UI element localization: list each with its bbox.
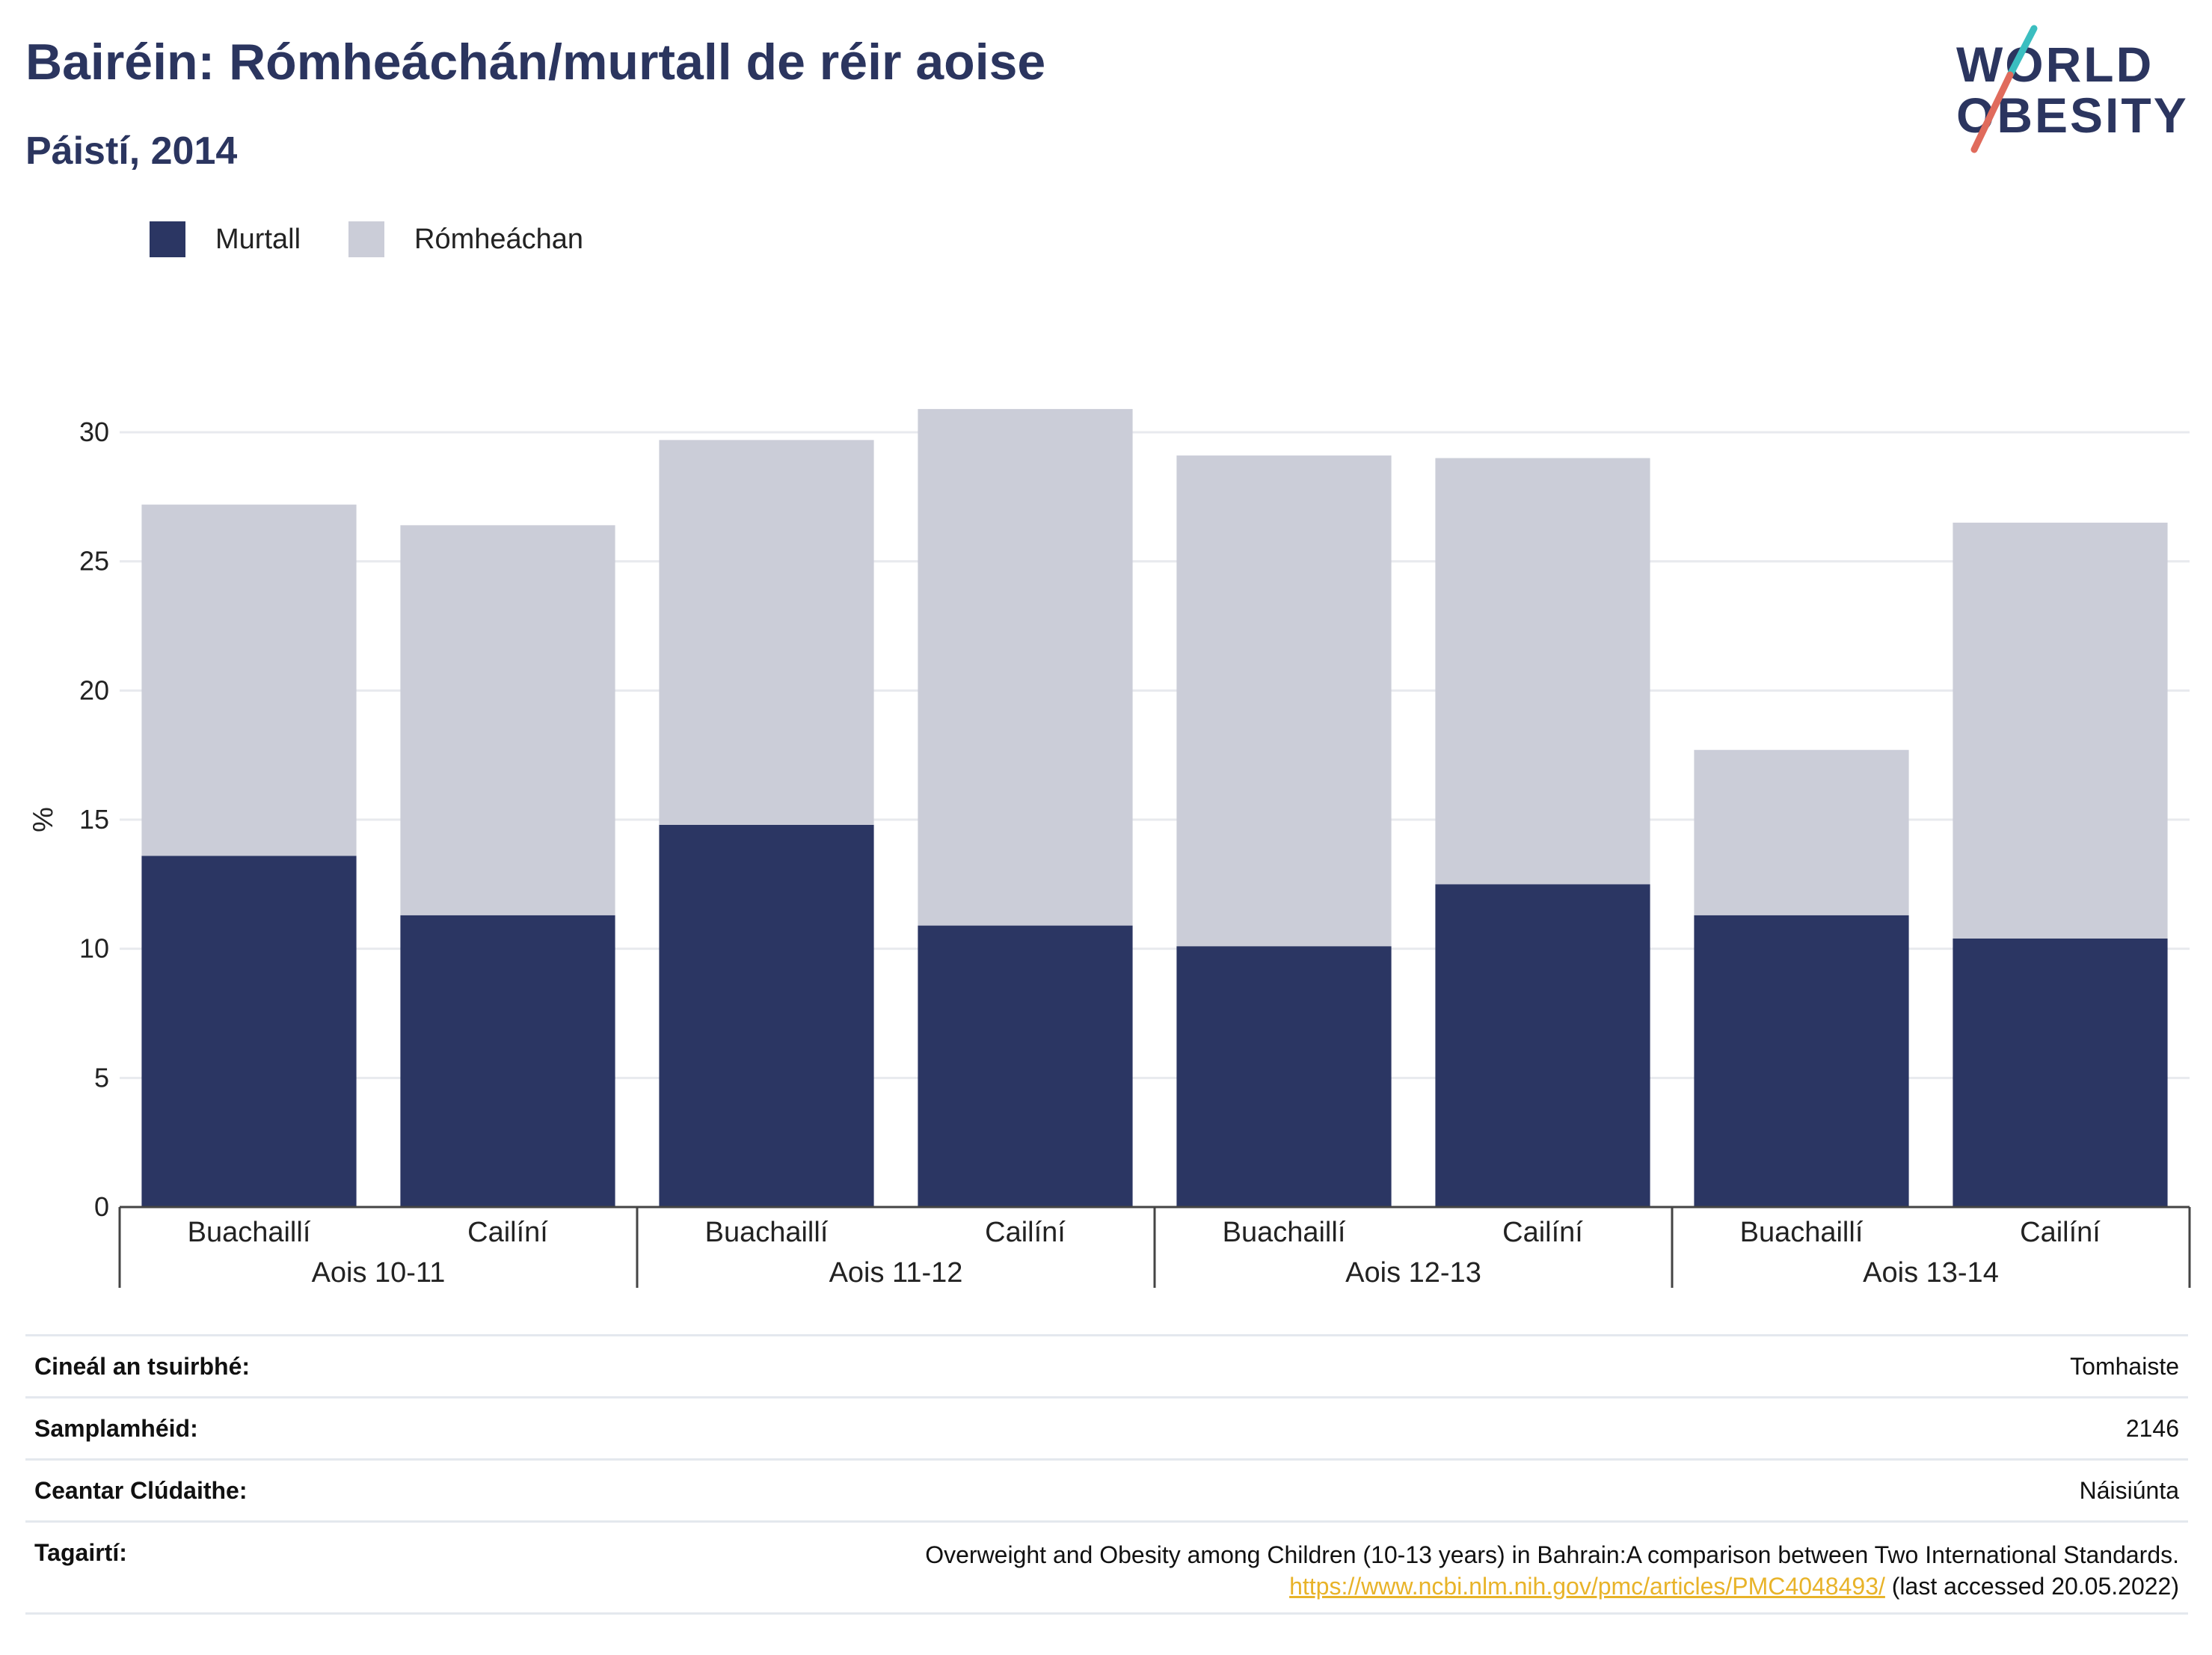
logo-line-2: OBESITY [1956, 87, 2189, 143]
x-tick-label: Buachaillí [1740, 1217, 1864, 1248]
bar-overweight [1176, 455, 1392, 947]
bar-obese [1435, 884, 1650, 1207]
world-obesity-logo[interactable]: WORLD OBESITY [1944, 22, 2199, 157]
bar-overweight [400, 525, 615, 915]
y-tick-label: 25 [79, 546, 109, 577]
references-label: Tagairtí: [34, 1539, 127, 1566]
group-label: Aois 10-11 [312, 1257, 446, 1289]
y-tick-label: 15 [79, 804, 109, 835]
sample-size-value: 2146 [2125, 1414, 2179, 1442]
reference-accessed: (last accessed 20.05.2022) [1884, 1573, 2179, 1600]
logo-slash-icon [1970, 25, 2038, 153]
coverage-label: Ceantar Clúdaithe: [34, 1476, 248, 1504]
legend-swatch-overweight [348, 221, 385, 257]
bar-obese [918, 925, 1133, 1207]
y-tick-label: 20 [79, 675, 109, 705]
chart-subtitle: Páistí, 2014 [25, 129, 238, 173]
bar-obese [659, 824, 874, 1207]
group-label: Aois 12-13 [1345, 1257, 1481, 1289]
coverage-value: Náisiúnta [2079, 1476, 2179, 1504]
group-label: Aois 11-12 [829, 1257, 963, 1289]
x-tick-label: Cailíní [467, 1217, 548, 1248]
x-tick-label: Buachaillí [705, 1217, 829, 1248]
y-axis-label: % [28, 807, 59, 832]
bar-obese [1953, 938, 2168, 1207]
bar-chart: 0 5 10 15 20 25 30% Buachaillí Cailíní Buachaillí… [28, 408, 2191, 1289]
bar-overweight [1435, 458, 1650, 885]
bar-obese [1176, 946, 1392, 1207]
references-value: Overweight and Obesity among Children (1… [925, 1539, 2179, 1602]
bar-overweight [1694, 749, 1909, 915]
sample-size-label: Samplamhéid: [34, 1414, 198, 1442]
chart-title: Bairéin: Rómheáchán/murtall de réir aois… [25, 34, 1046, 90]
x-tick-label: Buachaillí [188, 1217, 311, 1248]
bar-obese [141, 856, 357, 1207]
x-tick-label: Buachaillí [1223, 1217, 1346, 1248]
info-row-sample-size: Samplamhéid: 2146 [25, 1396, 2188, 1458]
survey-type-label: Cineál an tsuirbhé: [34, 1352, 251, 1380]
bar-overweight [659, 440, 874, 825]
bar-obese [400, 915, 615, 1207]
info-row-coverage: Ceantar Clúdaithe: Náisiúnta [25, 1458, 2188, 1520]
y-tick-label: 5 [94, 1062, 109, 1093]
legend-item-overweight[interactable]: Rómheáchan [348, 221, 583, 257]
logo-line-1: WORLD [1956, 37, 2154, 92]
group-label: Aois 13-14 [1863, 1257, 1999, 1289]
bar-obese [1694, 915, 1909, 1207]
survey-type-value: Tomhaiste [2070, 1352, 2179, 1380]
y-tick-label: 0 [94, 1191, 109, 1222]
bar-overweight [918, 408, 1133, 926]
info-row-survey-type: Cineál an tsuirbhé: Tomhaiste [25, 1334, 2188, 1396]
y-tick-label: 10 [79, 933, 109, 964]
bar-overweight [141, 504, 357, 856]
x-tick-label: Cailíní [985, 1217, 1066, 1248]
chart-legend: Murtall Rómheáchan [150, 221, 631, 257]
x-tick-label: Cailíní [1502, 1217, 1583, 1248]
reference-text: Overweight and Obesity among Children (1… [925, 1541, 2179, 1568]
info-row-references: Tagairtí: Overweight and Obesity among C… [25, 1520, 2188, 1615]
legend-item-obese[interactable]: Murtall [150, 221, 301, 257]
survey-info-table: Cineál an tsuirbhé: Tomhaiste Samplamhéi… [25, 1334, 2188, 1615]
bar-overweight [1953, 522, 2168, 939]
legend-label-obese: Murtall [215, 223, 301, 255]
reference-link[interactable]: https://www.ncbi.nlm.nih.gov/pmc/article… [1289, 1573, 1885, 1600]
legend-label-overweight: Rómheáchan [414, 223, 584, 255]
x-tick-label: Cailíní [2020, 1217, 2101, 1248]
reference-link-line: https://www.ncbi.nlm.nih.gov/pmc/article… [925, 1570, 2179, 1602]
legend-swatch-obese [150, 221, 185, 257]
y-tick-label: 30 [79, 417, 109, 447]
